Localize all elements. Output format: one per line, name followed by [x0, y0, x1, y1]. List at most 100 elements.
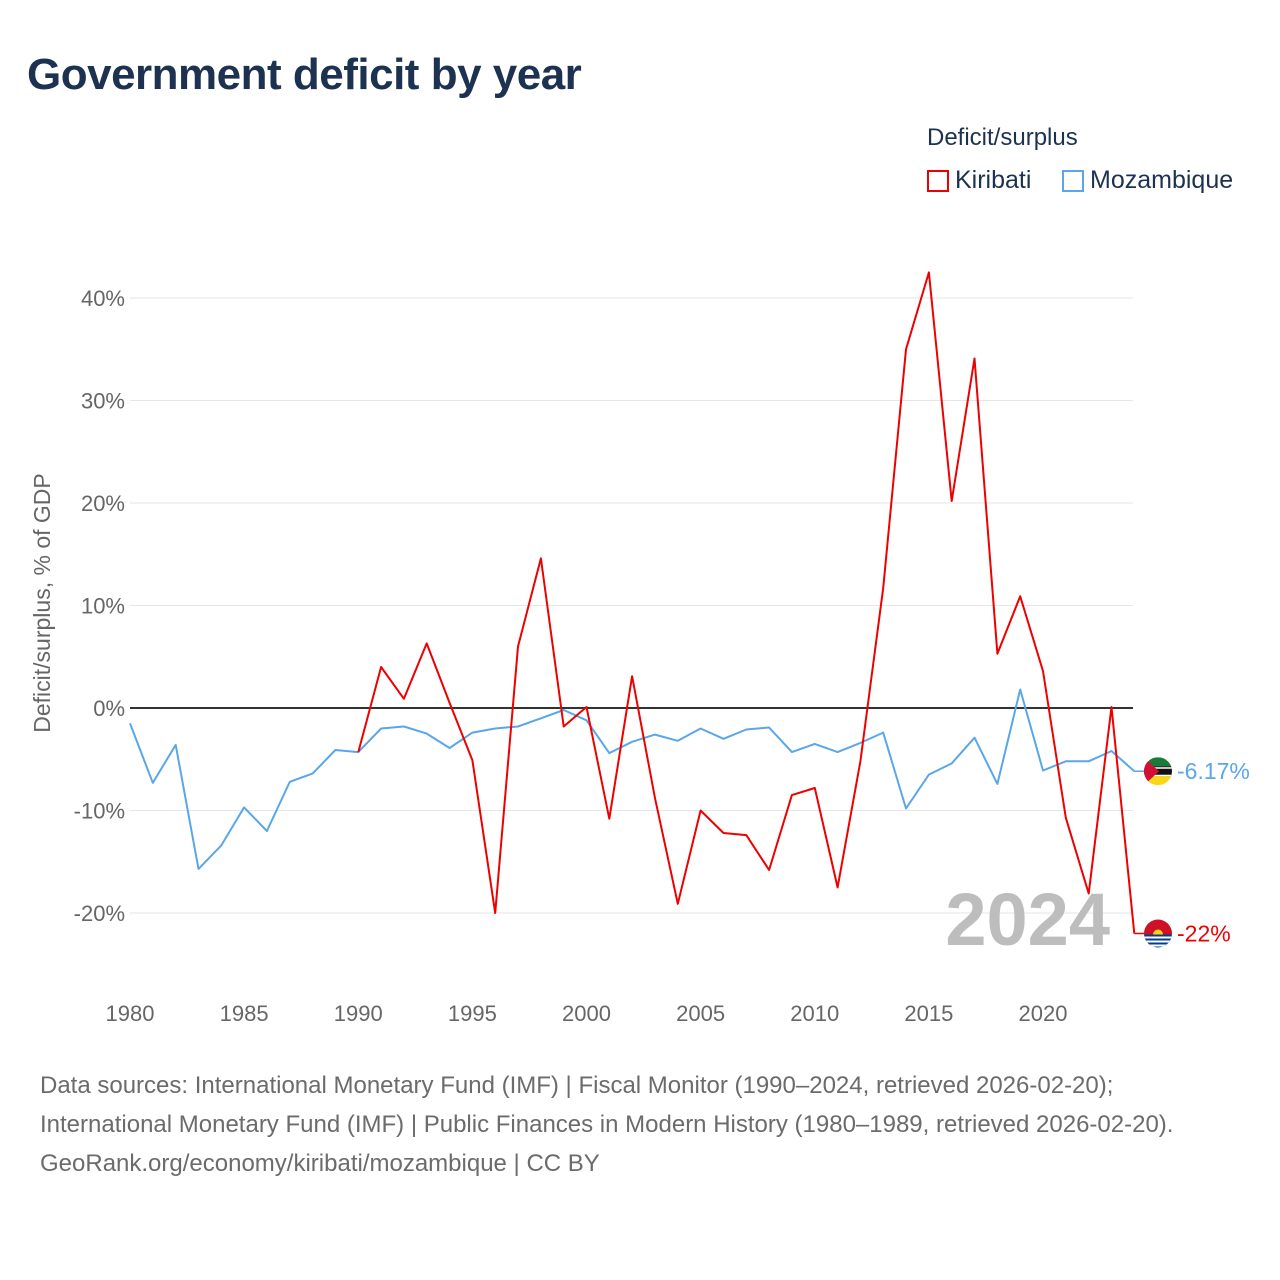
data-point-mozambique — [151, 781, 155, 785]
legend-item-kiribati[interactable]: Kiribati — [927, 166, 1031, 195]
series-line-kiribati — [357, 271, 1136, 934]
line-chart: -20% -10% 0% 10% 20% 30% 40% 1980 1985 1990 1995 20… — [29, 270, 1250, 1026]
data-point-mozambique — [425, 732, 429, 736]
data-point-kiribati — [927, 270, 931, 274]
data-point-mozambique — [493, 727, 497, 731]
data-point-kiribati — [973, 356, 977, 360]
y-tick-label: 10% — [81, 594, 125, 619]
x-tick-label: 1985 — [220, 1001, 269, 1026]
data-point-kiribati — [585, 705, 589, 709]
data-point-kiribati — [1064, 816, 1068, 820]
data-point-kiribati — [356, 750, 360, 754]
y-tick-label: 0% — [93, 696, 125, 721]
data-point-mozambique — [881, 731, 885, 735]
attribution-link[interactable]: GeoRank.org/economy/kiribati/mozambique … — [40, 1150, 600, 1177]
data-point-mozambique — [973, 736, 977, 740]
data-point-kiribati — [493, 911, 497, 915]
data-point-kiribati — [995, 652, 999, 656]
data-point-kiribati — [516, 645, 520, 649]
data-point-kiribati — [744, 833, 748, 837]
data-point-mozambique — [790, 750, 794, 754]
data-point-mozambique — [242, 805, 246, 809]
x-tick-label: 1980 — [106, 1001, 155, 1026]
x-tick-label: 2005 — [676, 1001, 725, 1026]
data-point-mozambique — [927, 773, 931, 777]
data-point-mozambique — [288, 780, 292, 784]
data-point-mozambique — [836, 750, 840, 754]
data-point-kiribati — [904, 347, 908, 351]
data-point-kiribati — [1018, 594, 1022, 598]
data-point-mozambique — [516, 724, 520, 728]
data-point-kiribati — [653, 796, 657, 800]
data-point-mozambique — [265, 829, 269, 833]
data-point-kiribati — [562, 724, 566, 728]
data-point-kiribati — [858, 759, 862, 763]
data-point-mozambique — [585, 718, 589, 722]
x-tick-label: 1990 — [334, 1001, 383, 1026]
sources: Data sources: International Monetary Fun… — [40, 1066, 1240, 1183]
data-point-mozambique — [1018, 688, 1022, 692]
data-point-kiribati — [1041, 669, 1045, 673]
y-tick-label: 20% — [81, 491, 125, 516]
y-tick-label: 30% — [81, 389, 125, 414]
data-point-mozambique — [1041, 769, 1045, 773]
data-point-mozambique — [721, 737, 725, 741]
data-point-kiribati — [1087, 892, 1091, 896]
page-title: Government deficit by year — [27, 50, 582, 99]
legend-swatch-kiribati — [927, 169, 949, 192]
legend-label-mozambique: Mozambique — [1090, 166, 1234, 194]
x-tick-label: 2020 — [1019, 1001, 1068, 1026]
legend-swatch-mozambique — [1062, 169, 1084, 192]
data-point-kiribati — [881, 586, 885, 590]
y-tick-label: 40% — [81, 286, 125, 311]
series-line-mozambique — [129, 688, 1135, 870]
data-point-mozambique — [607, 751, 611, 755]
data-point-mozambique — [1064, 759, 1068, 763]
data-point-kiribati — [950, 499, 954, 503]
data-point-mozambique — [333, 748, 337, 752]
data-point-mozambique — [813, 742, 817, 746]
data-point-mozambique — [539, 716, 543, 720]
data-point-mozambique — [744, 728, 748, 732]
data-point-kiribati — [402, 697, 406, 701]
data-point-kiribati — [676, 902, 680, 906]
data-point-mozambique — [995, 782, 999, 786]
x-tick-label: 2000 — [562, 1001, 611, 1026]
data-point-mozambique — [653, 733, 657, 737]
data-point-kiribati — [790, 793, 794, 797]
data-point-mozambique — [630, 740, 634, 744]
data-point-kiribati — [539, 556, 543, 560]
legend-label-kiribati: Kiribati — [955, 166, 1032, 194]
data-point-kiribati — [425, 641, 429, 645]
data-point-mozambique — [448, 746, 452, 750]
x-tick-label: 2010 — [790, 1001, 839, 1026]
data-point-mozambique — [379, 727, 383, 731]
data-point-mozambique — [402, 724, 406, 728]
data-point-mozambique — [699, 727, 703, 731]
data-point-kiribati — [767, 868, 771, 872]
data-point-mozambique — [1109, 749, 1113, 753]
year-watermark: 2024 — [945, 878, 1110, 961]
y-tick-label: -10% — [74, 799, 125, 824]
data-point-kiribati — [813, 786, 817, 790]
legend-item-mozambique[interactable]: Mozambique — [1062, 166, 1233, 195]
x-tick-label: 2015 — [904, 1001, 953, 1026]
x-tick-label: 1995 — [448, 1001, 497, 1026]
data-point-kiribati — [836, 885, 840, 889]
data-point-mozambique — [311, 772, 315, 776]
data-point-kiribati — [699, 809, 703, 813]
legend-title: Deficit/surplus — [927, 124, 1078, 151]
data-point-mozambique — [1087, 759, 1091, 763]
data-sources-text: Data sources: International Monetary Fun… — [40, 1072, 1174, 1138]
data-point-kiribati — [379, 665, 383, 669]
data-point-mozambique — [128, 721, 132, 725]
end-value-label-kiribati: -22% — [1177, 921, 1231, 947]
data-point-mozambique — [219, 843, 223, 847]
data-point-mozambique — [470, 731, 474, 735]
data-point-mozambique — [904, 806, 908, 810]
flag-mozambique-icon — [1144, 757, 1172, 786]
data-point-mozambique — [950, 761, 954, 765]
data-point-mozambique — [196, 867, 200, 871]
data-point-kiribati — [721, 831, 725, 835]
data-point-kiribati — [470, 758, 474, 762]
